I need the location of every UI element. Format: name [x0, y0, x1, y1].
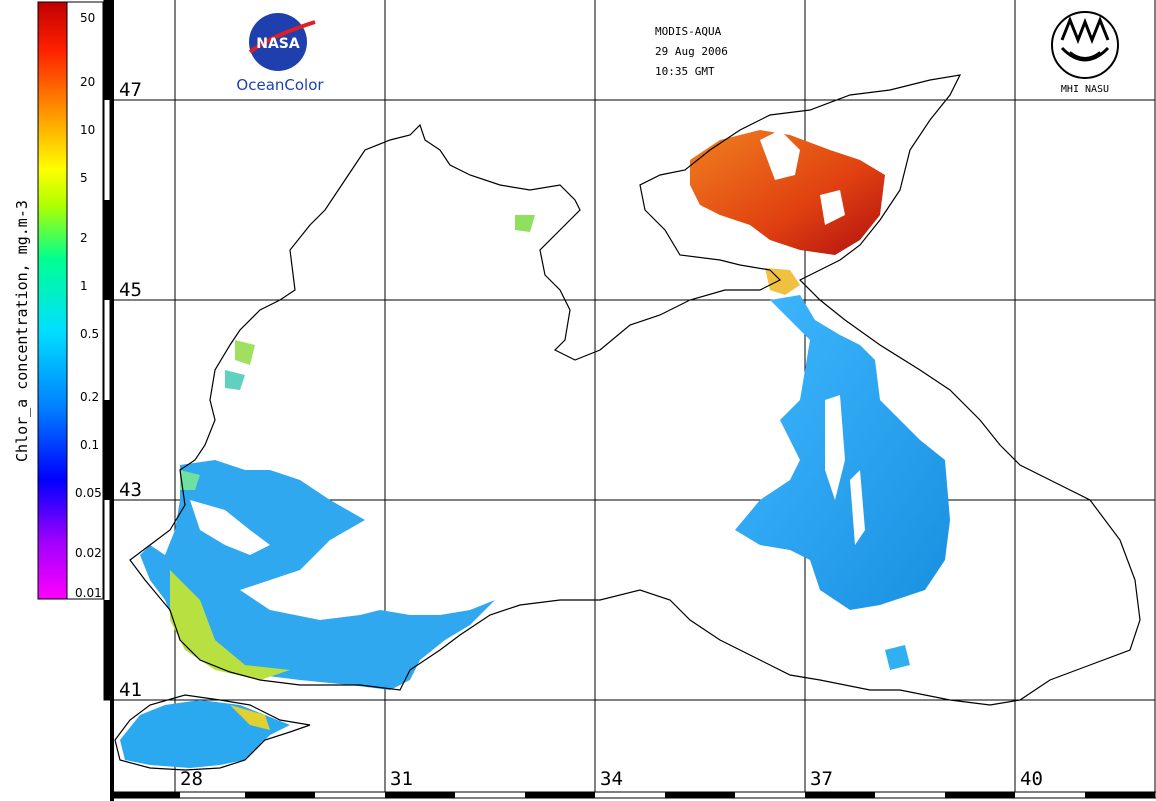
acquisition-date: 29 Aug 2006	[655, 45, 728, 58]
colorbar-tick-label: 0.01	[75, 586, 102, 600]
colorbar-tick-label: 0.5	[80, 327, 99, 341]
longitude-labels: 28 31 34 37 40	[180, 768, 1043, 790]
colorbar: 50 20 10 5 2 1 0.5 0.2 0.1 0.05 0.02 0.0…	[13, 1, 104, 600]
latitude-labels: 47 45 43 41	[119, 79, 142, 701]
lat-label: 47	[119, 79, 142, 101]
colorbar-tick-label: 50	[80, 11, 95, 25]
colorbar-title: Chlor_a concentration, mg.m-3	[13, 200, 31, 462]
map-frame	[103, 0, 1156, 801]
lon-label: 34	[600, 768, 623, 790]
colorbar-tick-label: 0.05	[75, 486, 102, 500]
nasa-logo: NASA OceanColor	[236, 13, 324, 94]
mhi-logo: MHI NASU	[1051, 11, 1119, 95]
colorbar-tick-label: 10	[80, 123, 95, 137]
coastline	[114, 74, 1141, 771]
chlorophyll-patches	[120, 130, 950, 768]
lat-label: 41	[119, 679, 142, 701]
colorbar-tick-label: 0.1	[80, 438, 99, 452]
mhi-logo-text: MHI NASU	[1061, 84, 1109, 95]
lon-label: 37	[810, 768, 833, 790]
sensor-name: MODIS-AQUA	[655, 25, 722, 38]
lon-label: 31	[390, 768, 413, 790]
nasa-logo-text: NASA	[256, 36, 300, 52]
lon-label: 40	[1020, 768, 1043, 790]
colorbar-tick-label: 0.2	[80, 390, 99, 404]
image-header: MODIS-AQUA 29 Aug 2006 10:35 GMT	[655, 25, 728, 78]
lat-label: 45	[119, 279, 142, 301]
colorbar-tick-label: 2	[80, 231, 88, 245]
oceancolor-text: OceanColor	[236, 76, 324, 94]
colorbar-tick-label: 0.02	[75, 546, 102, 560]
colorbar-tick-label: 1	[80, 279, 88, 293]
colorbar-tick-label: 20	[80, 75, 95, 89]
lon-label: 28	[180, 768, 203, 790]
acquisition-time: 10:35 GMT	[655, 65, 715, 78]
azov-high-chl	[690, 130, 885, 255]
colorbar-tick-label: 5	[80, 171, 88, 185]
lat-label: 43	[119, 479, 142, 501]
colorbar-gradient	[37, 1, 68, 600]
